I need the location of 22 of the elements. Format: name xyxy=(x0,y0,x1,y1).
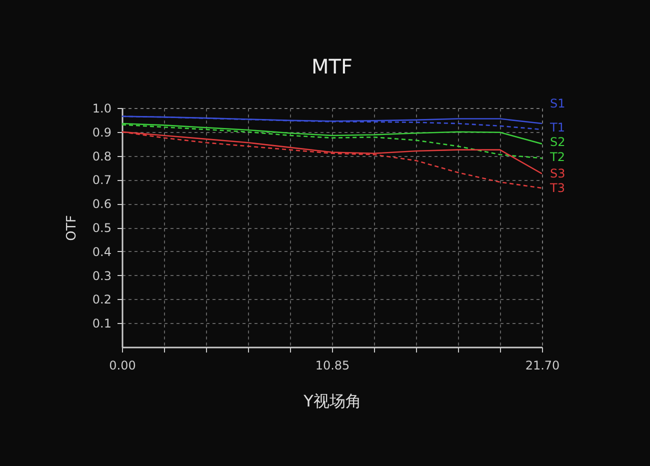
y-tick-label: 0.2 xyxy=(92,292,112,307)
series-label: T3 xyxy=(549,181,565,196)
x-tick-label: 21.70 xyxy=(525,358,560,372)
y-tick-label: 0.5 xyxy=(92,221,112,235)
y-tick-label: 0.3 xyxy=(92,268,112,283)
x-axis-title: Y视场角 xyxy=(302,392,362,410)
series-label: T1 xyxy=(549,120,565,135)
x-tick-label: 0.00 xyxy=(109,358,136,372)
y-tick-label: 0.7 xyxy=(92,173,112,188)
y-tick-label: 0.6 xyxy=(92,197,112,212)
y-tick-label: 1.0 xyxy=(92,102,112,116)
series-label: S1 xyxy=(550,96,566,111)
series-label: S3 xyxy=(550,166,566,181)
series-label: S2 xyxy=(550,134,566,149)
x-tick-label: 10.85 xyxy=(315,358,350,372)
y-tick-label: 0.1 xyxy=(92,316,112,331)
y-tick-label: 0.4 xyxy=(92,244,112,259)
y-axis-title: OTF xyxy=(64,215,80,241)
y-tick-label: 0.9 xyxy=(92,125,112,140)
series-label: T2 xyxy=(549,150,565,164)
y-tick-label: 0.8 xyxy=(92,149,112,164)
chart-title: MTF xyxy=(312,54,352,79)
